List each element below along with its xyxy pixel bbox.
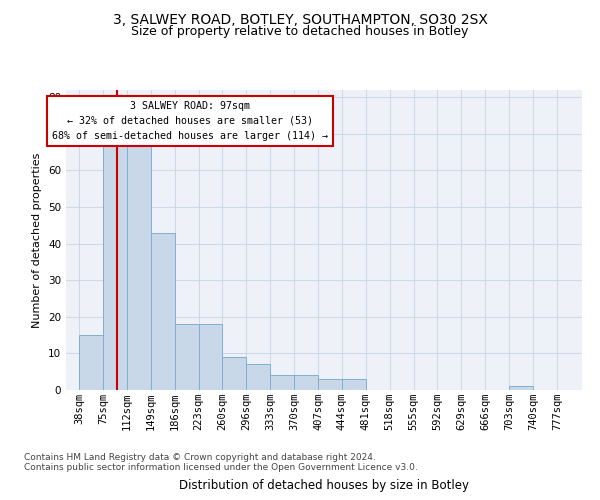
Text: 3 SALWEY ROAD: 97sqm
← 32% of detached houses are smaller (53)
68% of semi-detac: 3 SALWEY ROAD: 97sqm ← 32% of detached h… [52,101,328,140]
Bar [223,357,247,390]
Bar [294,376,318,390]
Bar [103,145,127,390]
Y-axis label: Number of detached properties: Number of detached properties [32,152,43,328]
Bar [247,364,270,390]
Bar [127,145,151,390]
Bar [79,335,103,390]
Bar [318,379,342,390]
Text: Distribution of detached houses by size in Botley: Distribution of detached houses by size … [179,480,469,492]
Bar [175,324,199,390]
Text: 3, SALWEY ROAD, BOTLEY, SOUTHAMPTON, SO30 2SX: 3, SALWEY ROAD, BOTLEY, SOUTHAMPTON, SO3… [113,12,487,26]
Bar [199,324,223,390]
Bar [151,232,175,390]
Bar [342,379,366,390]
Bar [509,386,533,390]
Bar [270,376,294,390]
Text: Size of property relative to detached houses in Botley: Size of property relative to detached ho… [131,25,469,38]
Text: Contains HM Land Registry data © Crown copyright and database right 2024.
Contai: Contains HM Land Registry data © Crown c… [24,453,418,472]
